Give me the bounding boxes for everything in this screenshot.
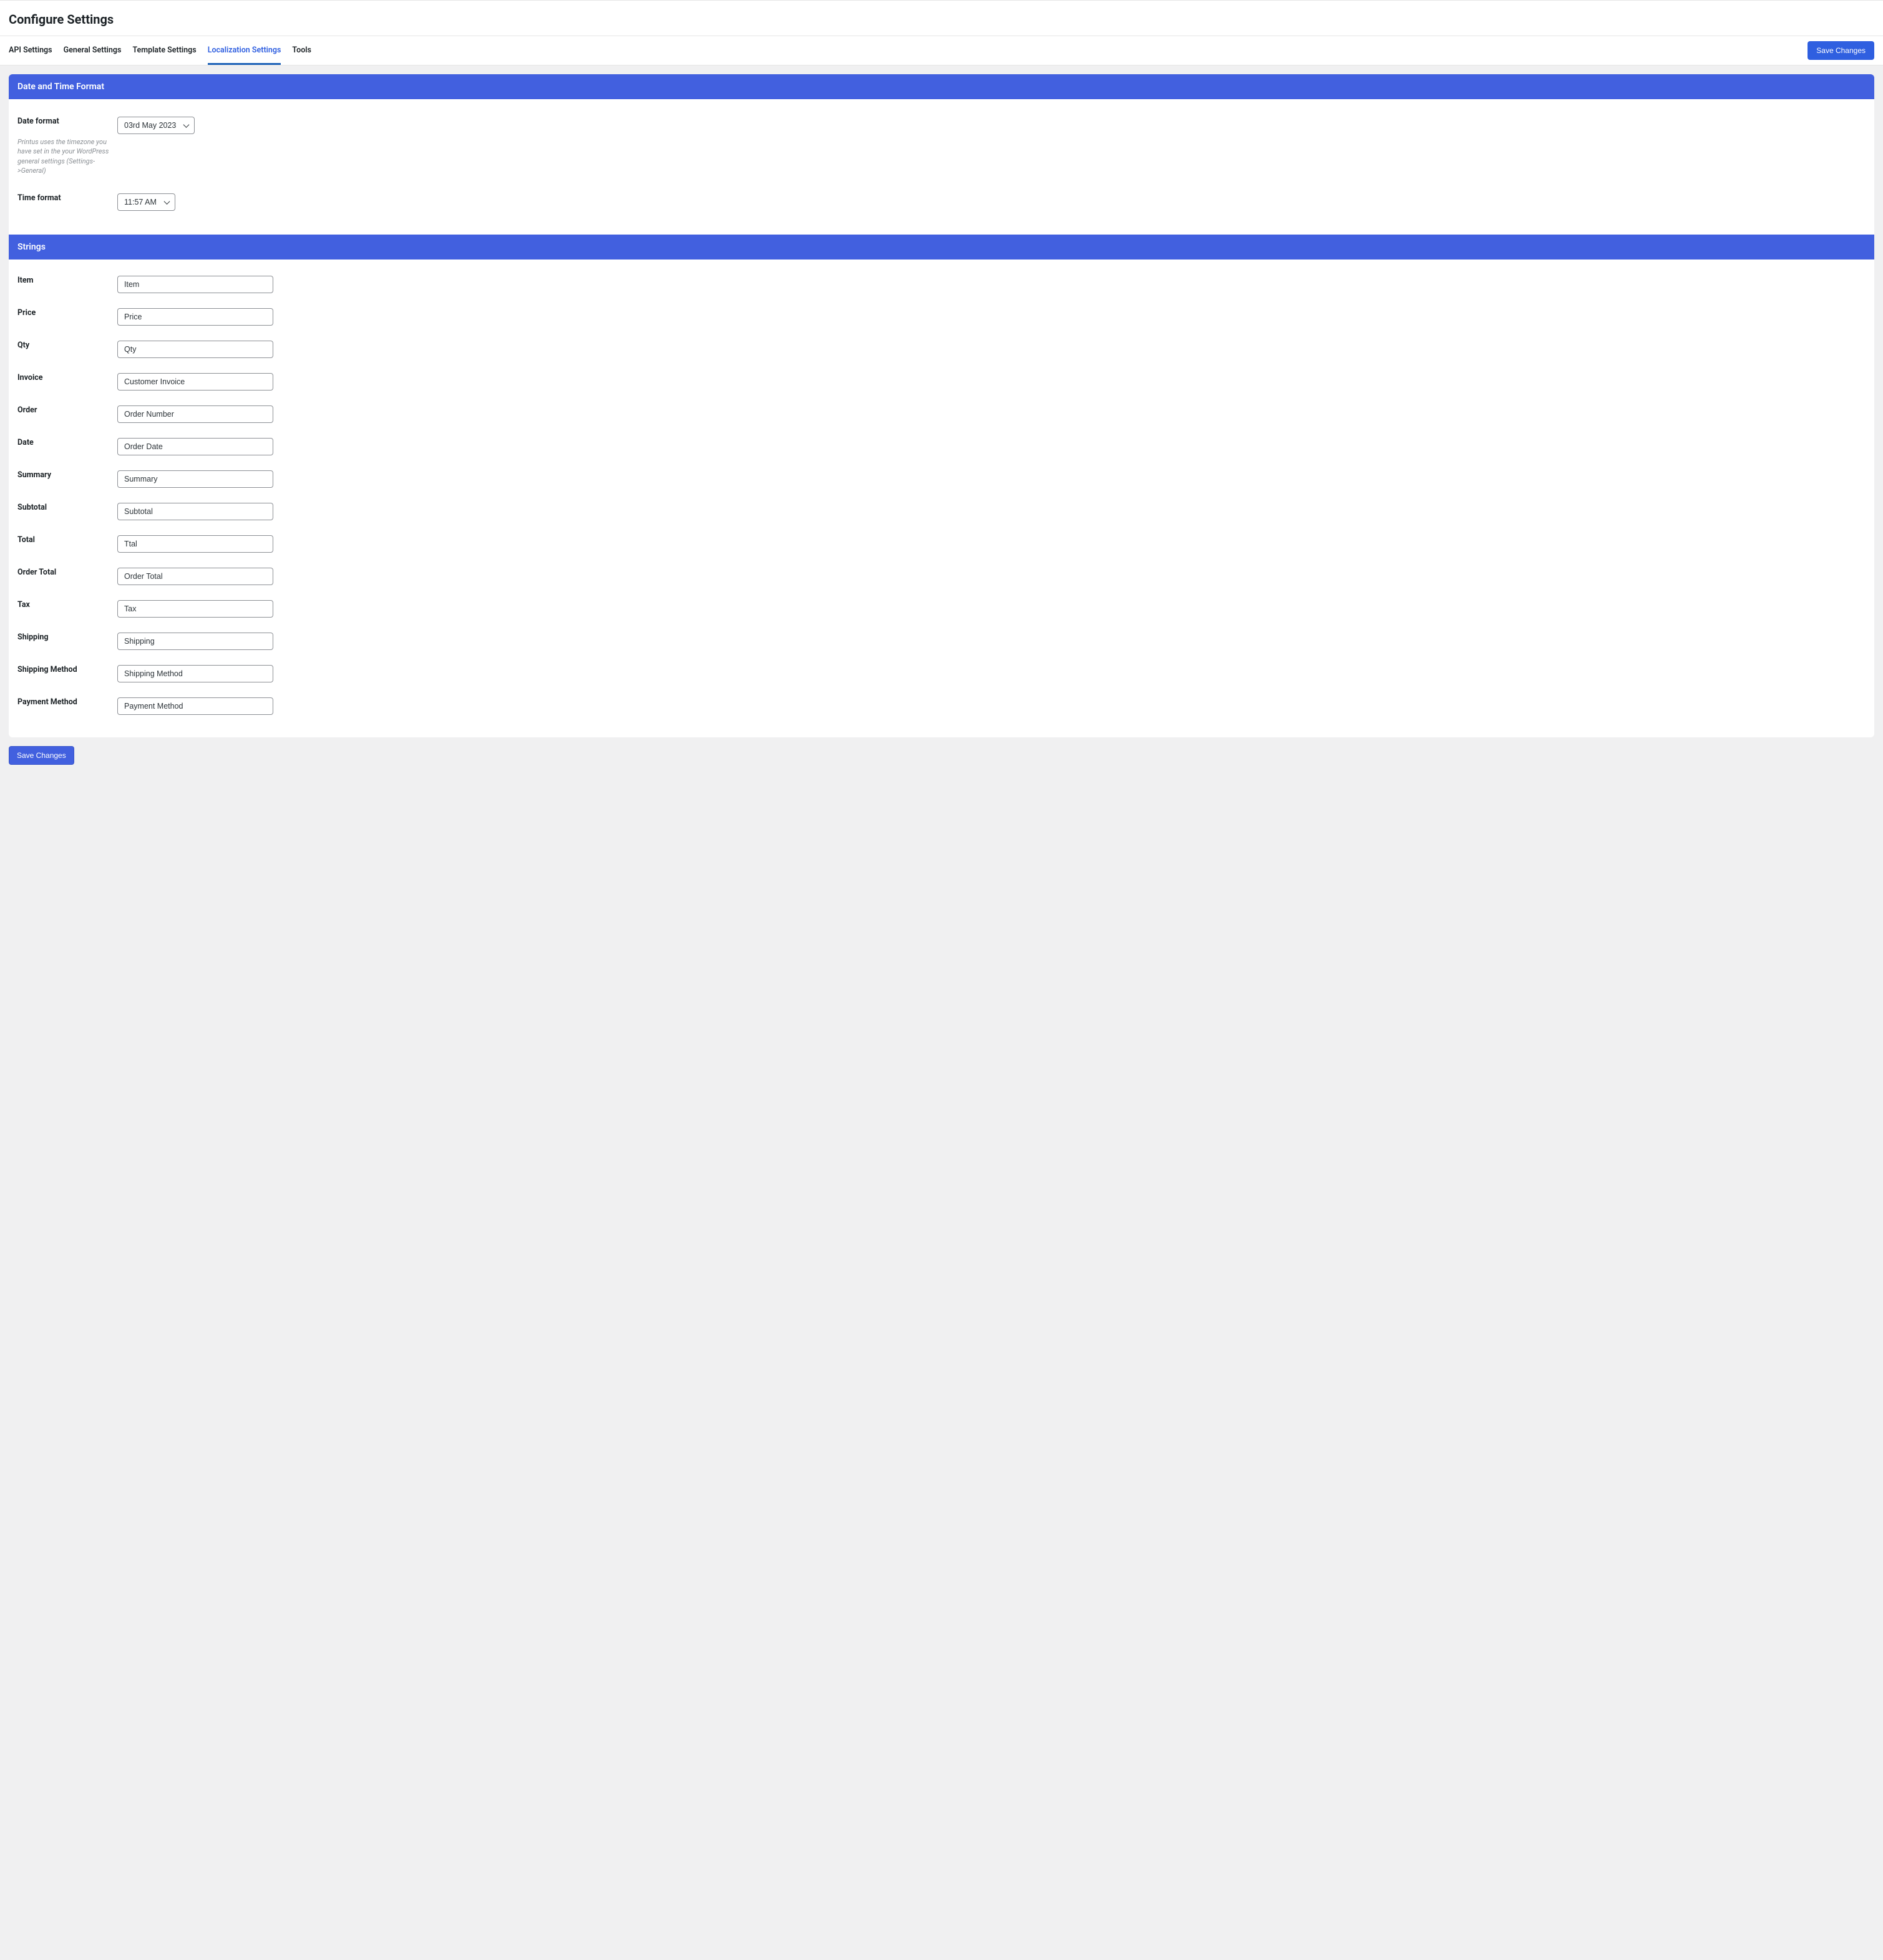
label-string-tax: Tax bbox=[17, 600, 111, 609]
field-string-shipping: Shipping bbox=[17, 625, 1866, 657]
input-string-payment-method[interactable] bbox=[117, 697, 273, 715]
label-string-price: Price bbox=[17, 308, 111, 318]
label-string-order: Order bbox=[17, 405, 111, 415]
label-string-shipping: Shipping bbox=[17, 633, 111, 642]
select-date-format[interactable]: 03rd May 2023 bbox=[117, 117, 195, 134]
label-string-subtotal: Subtotal bbox=[17, 503, 111, 512]
input-string-qty[interactable] bbox=[117, 341, 273, 358]
tab-general-settings[interactable]: General Settings bbox=[64, 36, 122, 65]
input-string-date[interactable] bbox=[117, 438, 273, 455]
input-string-order[interactable] bbox=[117, 405, 273, 423]
label-string-payment-method: Payment Method bbox=[17, 697, 111, 707]
label-string-item: Item bbox=[17, 276, 111, 285]
field-string-qty: Qty bbox=[17, 333, 1866, 366]
field-string-item: Item bbox=[17, 268, 1866, 301]
tabs-bar: API Settings General Settings Template S… bbox=[0, 36, 1883, 65]
label-string-date: Date bbox=[17, 438, 111, 447]
field-string-tax: Tax bbox=[17, 593, 1866, 625]
input-string-order-total[interactable] bbox=[117, 568, 273, 585]
input-string-price[interactable] bbox=[117, 308, 273, 326]
help-date-format: Printus uses the timezone you have set i… bbox=[17, 137, 111, 176]
input-string-item[interactable] bbox=[117, 276, 273, 293]
input-string-invoice[interactable] bbox=[117, 373, 273, 391]
label-string-qty: Qty bbox=[17, 341, 111, 350]
label-string-order-total: Order Total bbox=[17, 568, 111, 577]
field-string-order: Order bbox=[17, 398, 1866, 430]
field-string-price: Price bbox=[17, 301, 1866, 333]
label-string-invoice: Invoice bbox=[17, 373, 111, 382]
input-string-tax[interactable] bbox=[117, 600, 273, 618]
label-date-format: Date format bbox=[17, 117, 111, 126]
input-string-subtotal[interactable] bbox=[117, 503, 273, 520]
field-string-payment-method: Payment Method bbox=[17, 690, 1866, 722]
panel-header-datetime: Date and Time Format bbox=[9, 74, 1874, 99]
tab-localization-settings[interactable]: Localization Settings bbox=[208, 36, 281, 65]
field-string-subtotal: Subtotal bbox=[17, 495, 1866, 528]
tab-template-settings[interactable]: Template Settings bbox=[132, 36, 196, 65]
panel-datetime: Date and Time Format Date format Printus… bbox=[9, 74, 1874, 737]
tab-tools[interactable]: Tools bbox=[292, 36, 311, 65]
field-string-total: Total bbox=[17, 528, 1866, 560]
input-string-shipping-method[interactable] bbox=[117, 665, 273, 682]
field-string-order-total: Order Total bbox=[17, 560, 1866, 593]
field-string-date: Date bbox=[17, 430, 1866, 463]
field-string-invoice: Invoice bbox=[17, 366, 1866, 398]
label-string-summary: Summary bbox=[17, 470, 111, 480]
select-time-format[interactable]: 11:57 AM bbox=[117, 193, 175, 211]
label-time-format: Time format bbox=[17, 193, 111, 203]
panel-header-strings: Strings bbox=[9, 235, 1874, 260]
tabs: API Settings General Settings Template S… bbox=[9, 36, 1808, 65]
label-string-total: Total bbox=[17, 535, 111, 545]
input-string-summary[interactable] bbox=[117, 470, 273, 488]
strings-body: Item Price Qty Invoice Order Date bbox=[9, 260, 1874, 737]
label-string-shipping-method: Shipping Method bbox=[17, 665, 111, 674]
content-area: Date and Time Format Date format Printus… bbox=[0, 65, 1883, 774]
field-time-format: Time format 11:57 AM bbox=[17, 185, 1866, 220]
input-string-total[interactable] bbox=[117, 535, 273, 553]
save-changes-button-top[interactable]: Save Changes bbox=[1808, 41, 1874, 60]
field-date-format: Date format Printus uses the timezone yo… bbox=[17, 108, 1866, 185]
field-string-summary: Summary bbox=[17, 463, 1866, 495]
tab-api-settings[interactable]: API Settings bbox=[9, 36, 52, 65]
field-string-shipping-method: Shipping Method bbox=[17, 657, 1866, 690]
page-title: Configure Settings bbox=[0, 1, 1883, 36]
save-changes-button-bottom[interactable]: Save Changes bbox=[9, 746, 74, 765]
input-string-shipping[interactable] bbox=[117, 633, 273, 650]
